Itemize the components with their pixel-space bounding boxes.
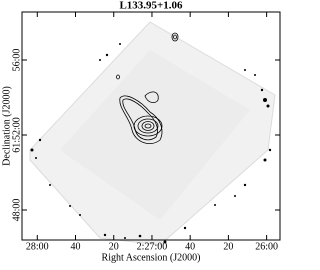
plot-frame bbox=[21, 11, 281, 241]
y-tick-label: 56:00 bbox=[11, 49, 22, 72]
y-tick-label: 61:52:00 bbox=[11, 117, 22, 153]
y-axis-label: Declination (J2000) bbox=[1, 86, 12, 166]
chart-title: L133.95+1.06 bbox=[119, 0, 183, 12]
x-tick-label: 2:27:00 bbox=[137, 241, 168, 252]
chart: L133.95+1.06 Right Ascension (J2000) Dec… bbox=[1, 0, 281, 263]
y-tick-label: 48:00 bbox=[11, 199, 22, 222]
x-tick-label: 40 bbox=[185, 241, 195, 252]
x-tick-label: 40 bbox=[71, 241, 81, 252]
x-axis-label: Right Ascension (J2000) bbox=[102, 252, 201, 263]
x-tick-label: 20 bbox=[109, 241, 119, 252]
contours bbox=[116, 32, 179, 144]
x-tick-label: 20 bbox=[223, 241, 233, 252]
image-field bbox=[29, 21, 276, 246]
x-tick-label: 28:00 bbox=[26, 241, 49, 252]
x-tick-label: 26:00 bbox=[255, 241, 278, 252]
